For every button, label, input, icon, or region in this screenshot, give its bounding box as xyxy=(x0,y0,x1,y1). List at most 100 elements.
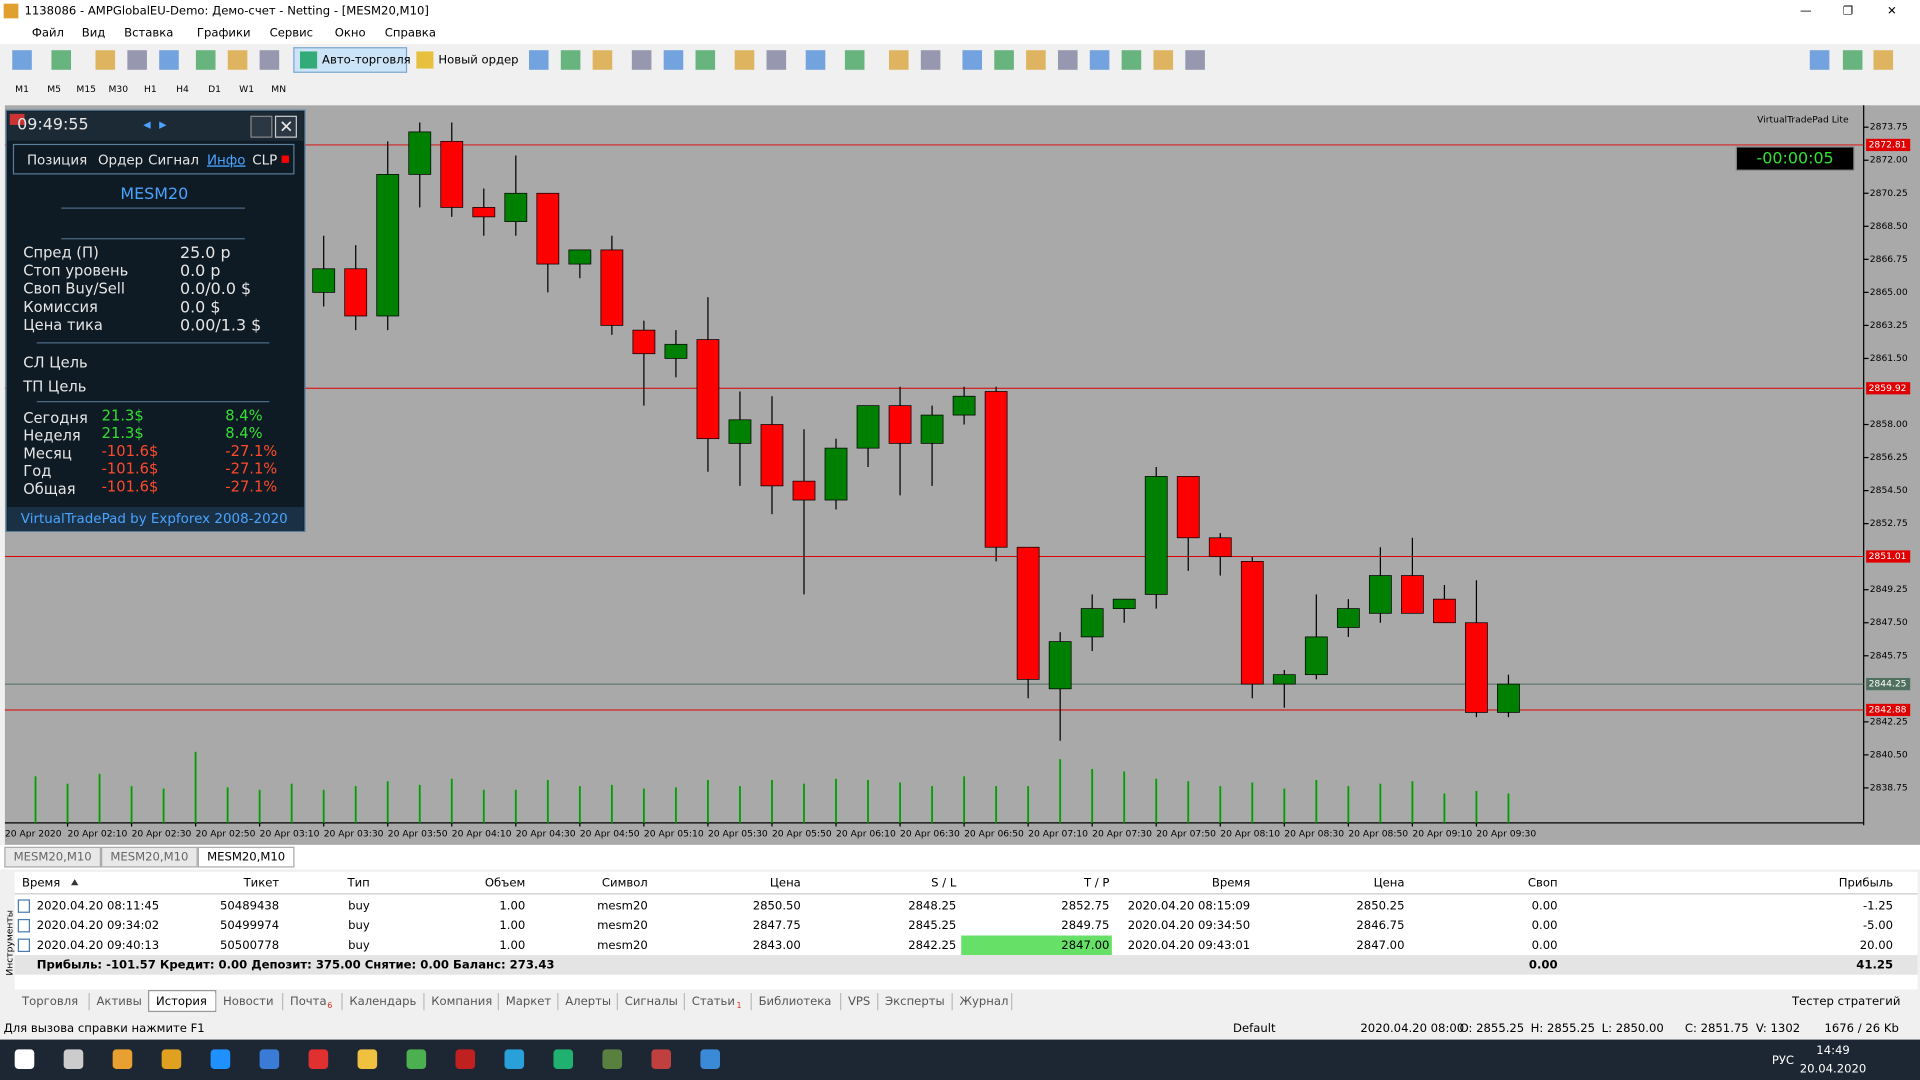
tool-icon[interactable] xyxy=(127,50,147,70)
tool-icon[interactable] xyxy=(51,50,72,70)
taskbar-icon[interactable] xyxy=(357,1049,378,1069)
menu-item[interactable]: Файл xyxy=(32,26,64,40)
bottom-tab[interactable]: VPS xyxy=(848,994,870,1008)
column-header[interactable]: S / L xyxy=(931,875,957,889)
tester-tab[interactable]: Тестер стратегий xyxy=(1791,994,1900,1008)
clock-time[interactable]: 14:49 xyxy=(1816,1043,1850,1057)
taskbar-icon[interactable] xyxy=(259,1049,280,1069)
bottom-tab[interactable]: Статьи xyxy=(692,994,735,1008)
tool-icon[interactable] xyxy=(1842,50,1863,70)
menu-item[interactable]: Справка xyxy=(385,26,436,40)
taskbar-icon[interactable] xyxy=(308,1049,329,1069)
taskbar-icon[interactable] xyxy=(406,1049,427,1069)
tool-icon[interactable] xyxy=(663,50,684,70)
column-header[interactable]: Время xyxy=(1212,875,1250,889)
auto-trading-label[interactable]: Авто-торговля xyxy=(322,53,411,67)
tool-icon[interactable] xyxy=(1057,50,1078,70)
tool-icon[interactable] xyxy=(592,50,613,70)
column-header[interactable]: Время xyxy=(22,875,60,889)
column-header[interactable]: Тикет xyxy=(243,875,280,889)
bottom-tab[interactable]: Сигналы xyxy=(625,994,678,1008)
taskbar-icon[interactable] xyxy=(553,1049,574,1069)
tool-icon[interactable] xyxy=(631,50,652,70)
tool-icon[interactable] xyxy=(195,50,216,70)
taskbar-icon[interactable] xyxy=(651,1049,672,1069)
menu-item[interactable]: Вставка xyxy=(124,26,173,40)
bottom-tab[interactable]: Календарь xyxy=(349,994,416,1008)
tool-icon[interactable] xyxy=(1026,50,1046,70)
tool-icon[interactable] xyxy=(1153,50,1174,70)
tool-icon[interactable] xyxy=(1809,50,1830,70)
panel-minimize[interactable] xyxy=(250,115,273,138)
panel-close-x[interactable]: ✕ xyxy=(279,117,293,137)
tool-icon[interactable] xyxy=(1089,50,1110,70)
bottom-tab[interactable]: Журнал xyxy=(960,994,1009,1008)
menu-item[interactable]: Вид xyxy=(82,26,106,40)
timeframe[interactable]: H1 xyxy=(144,84,157,95)
panel-tab[interactable]: Сигнал xyxy=(148,153,199,168)
timeframe[interactable]: H4 xyxy=(176,84,189,95)
column-header[interactable]: Своп xyxy=(1528,875,1558,889)
taskbar-icon[interactable] xyxy=(112,1049,133,1069)
tool-icon[interactable] xyxy=(844,50,865,70)
tool-icon[interactable] xyxy=(159,50,179,70)
bottom-tab[interactable]: Алерты xyxy=(565,994,611,1008)
tool-icon[interactable] xyxy=(994,50,1014,70)
tool-icon[interactable] xyxy=(1873,50,1894,70)
bottom-tab[interactable]: Маркет xyxy=(506,994,552,1008)
chart-tab-label[interactable]: MESM20,M10 xyxy=(110,850,188,864)
timeframe[interactable]: MN xyxy=(271,84,286,95)
bottom-tab[interactable]: Торговля xyxy=(21,994,78,1008)
bottom-tab[interactable]: Активы xyxy=(96,994,141,1008)
taskbar-icon[interactable] xyxy=(161,1049,182,1069)
tool-icon[interactable] xyxy=(734,50,755,70)
column-header[interactable]: Символ xyxy=(602,875,648,889)
column-header[interactable]: Цена xyxy=(1374,875,1405,889)
new-order-label[interactable]: Новый ордер xyxy=(438,53,518,67)
taskbar-icon[interactable] xyxy=(504,1049,525,1069)
panel-tab[interactable]: CLP xyxy=(252,153,277,168)
clock-date[interactable]: 20.04.2020 xyxy=(1800,1061,1867,1075)
menu-item[interactable]: Графики xyxy=(197,26,251,40)
tool-icon[interactable] xyxy=(766,50,787,70)
taskbar-icon[interactable] xyxy=(63,1049,84,1069)
chart-tab[interactable] xyxy=(101,846,198,868)
taskbar-icon[interactable] xyxy=(700,1049,720,1069)
column-header[interactable]: T / P xyxy=(1083,875,1109,889)
tool-icon[interactable] xyxy=(962,50,983,70)
timeframe[interactable]: M5 xyxy=(47,84,61,95)
tool-icon[interactable] xyxy=(695,50,716,70)
tool-icon[interactable] xyxy=(95,50,116,70)
maximize[interactable]: ❐ xyxy=(1843,4,1853,18)
bottom-tab[interactable]: Библиотека xyxy=(759,994,832,1008)
minimize[interactable]: — xyxy=(1800,4,1812,18)
column-header[interactable]: Прибыль xyxy=(1839,875,1893,889)
panel-close[interactable] xyxy=(274,115,297,138)
taskbar-icon[interactable] xyxy=(210,1049,231,1069)
timeframe[interactable]: W1 xyxy=(239,84,254,95)
taskbar-icon[interactable] xyxy=(14,1049,35,1069)
bottom-tab[interactable]: История xyxy=(156,994,207,1008)
bottom-tab[interactable]: Компания xyxy=(431,994,492,1008)
tool-icon[interactable] xyxy=(528,50,549,70)
chart-tab[interactable] xyxy=(4,846,102,868)
panel-tab[interactable]: Инфо xyxy=(207,153,246,168)
bottom-tab[interactable]: Почта xyxy=(290,994,327,1008)
menu-item[interactable]: Сервис xyxy=(270,26,313,40)
column-header[interactable]: Объем xyxy=(485,875,525,889)
timeframe[interactable]: M1 xyxy=(15,84,29,95)
timeframe[interactable]: D1 xyxy=(208,84,221,95)
bottom-tab[interactable]: Эксперты xyxy=(885,994,945,1008)
prev-arrow[interactable]: ◂ xyxy=(143,116,151,133)
bottom-tab[interactable]: Новости xyxy=(223,994,274,1008)
column-header[interactable]: Цена xyxy=(770,875,801,889)
menu-item[interactable]: Окно xyxy=(335,26,366,40)
tool-icon[interactable] xyxy=(920,50,941,70)
tool-icon[interactable] xyxy=(259,50,280,70)
next-arrow[interactable]: ▸ xyxy=(159,116,167,133)
sort-arrow[interactable] xyxy=(71,879,79,886)
column-header[interactable]: Тип xyxy=(347,875,370,889)
timeframe[interactable]: M30 xyxy=(108,84,128,95)
tool-icon[interactable] xyxy=(227,50,248,70)
tool-icon[interactable] xyxy=(560,50,581,70)
